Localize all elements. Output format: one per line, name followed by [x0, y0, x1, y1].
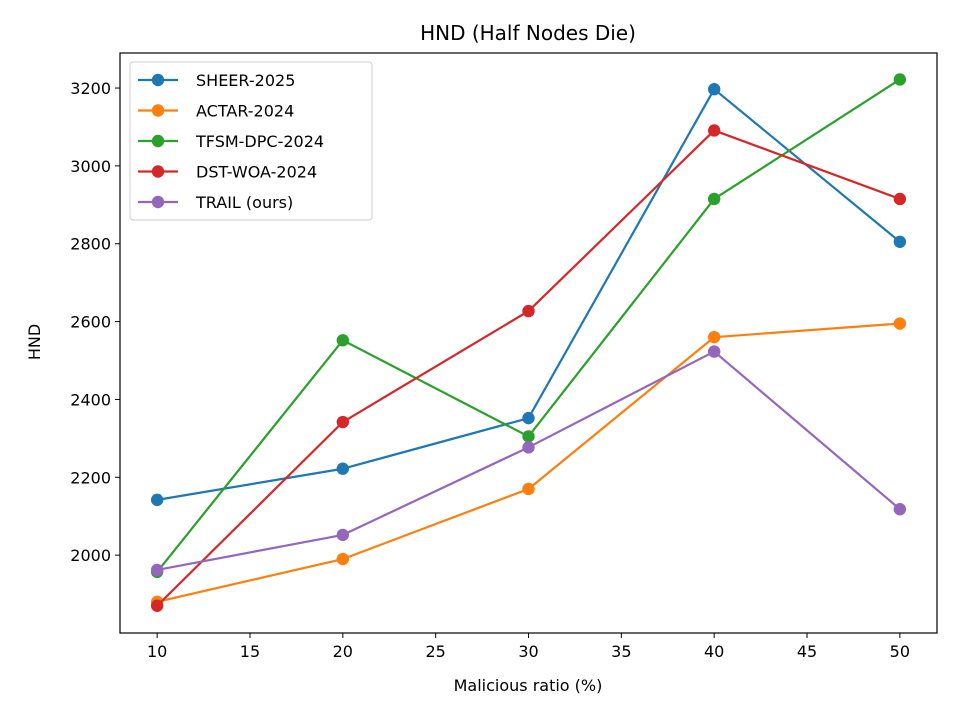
- series-1: [150, 317, 907, 609]
- legend-entry: DST-WOA-2024: [138, 163, 317, 182]
- x-tick-label: 45: [797, 642, 817, 661]
- legend-label: SHEER-2025: [196, 71, 295, 90]
- x-tick-label: 10: [147, 642, 167, 661]
- series-0: [150, 83, 907, 507]
- legend-entry: TFSM-DPC-2024: [138, 132, 324, 151]
- legend-box: [129, 61, 373, 221]
- y-tick-label: 2600: [70, 313, 111, 332]
- y-tick-label: 3000: [70, 157, 111, 176]
- x-tick-label: 15: [240, 642, 260, 661]
- legend-entry: TRAIL (ours): [138, 193, 293, 212]
- data-point: [893, 317, 907, 330]
- data-point: [893, 73, 907, 86]
- data-point: [707, 124, 721, 137]
- data-point: [336, 462, 350, 475]
- legend-label: TRAIL (ours): [195, 193, 293, 212]
- series-line: [156, 322, 900, 603]
- series-3: [150, 124, 907, 612]
- x-tick-label: 35: [611, 642, 631, 661]
- legend-swatch-marker: [151, 73, 165, 87]
- x-tick-label: 50: [890, 642, 910, 661]
- series-4: [150, 345, 907, 577]
- y-axis-label: HND: [25, 324, 44, 360]
- y-tick-label: 2000: [70, 546, 111, 565]
- data-point: [893, 192, 907, 206]
- x-tick-label: 20: [333, 642, 353, 661]
- legend-label: ACTAR-2024: [196, 102, 294, 121]
- legend-label: DST-WOA-2024: [196, 163, 317, 182]
- legend-entry: SHEER-2025: [138, 71, 295, 90]
- y-tick-label: 2800: [70, 235, 111, 254]
- data-point: [522, 441, 535, 454]
- data-point: [522, 430, 535, 443]
- legend-entry: ACTAR-2024: [138, 102, 294, 121]
- series-line: [156, 350, 901, 572]
- chart-title: HND (Half Nodes Die): [420, 21, 636, 45]
- legend-swatch-marker: [151, 165, 165, 178]
- legend-label: TFSM-DPC-2024: [195, 132, 324, 151]
- data-point: [707, 345, 721, 358]
- data-point: [336, 528, 350, 542]
- legend-swatch-marker: [151, 104, 165, 117]
- legend-swatch-marker: [151, 134, 165, 148]
- data-point: [336, 415, 350, 429]
- data-point: [522, 304, 535, 318]
- data-point: [522, 411, 535, 425]
- data-point: [707, 192, 721, 206]
- y-tick-label: 3200: [70, 79, 111, 98]
- x-tick-label: 30: [518, 642, 538, 661]
- data-point: [893, 503, 907, 516]
- data-point: [707, 330, 721, 344]
- x-tick-label: 40: [704, 642, 724, 661]
- x-axis-label: Malicious ratio (%): [454, 676, 603, 695]
- data-point: [336, 334, 350, 347]
- data-point: [522, 482, 535, 496]
- y-tick-label: 2200: [70, 468, 111, 487]
- data-point: [893, 235, 907, 248]
- legend-swatch-marker: [151, 195, 165, 209]
- y-tick-label: 2400: [70, 390, 111, 409]
- data-point: [336, 552, 350, 566]
- x-tick-label: 25: [425, 642, 445, 661]
- data-point: [707, 83, 721, 96]
- data-point: [150, 563, 164, 577]
- data-point: [150, 599, 164, 612]
- data-point: [150, 493, 164, 507]
